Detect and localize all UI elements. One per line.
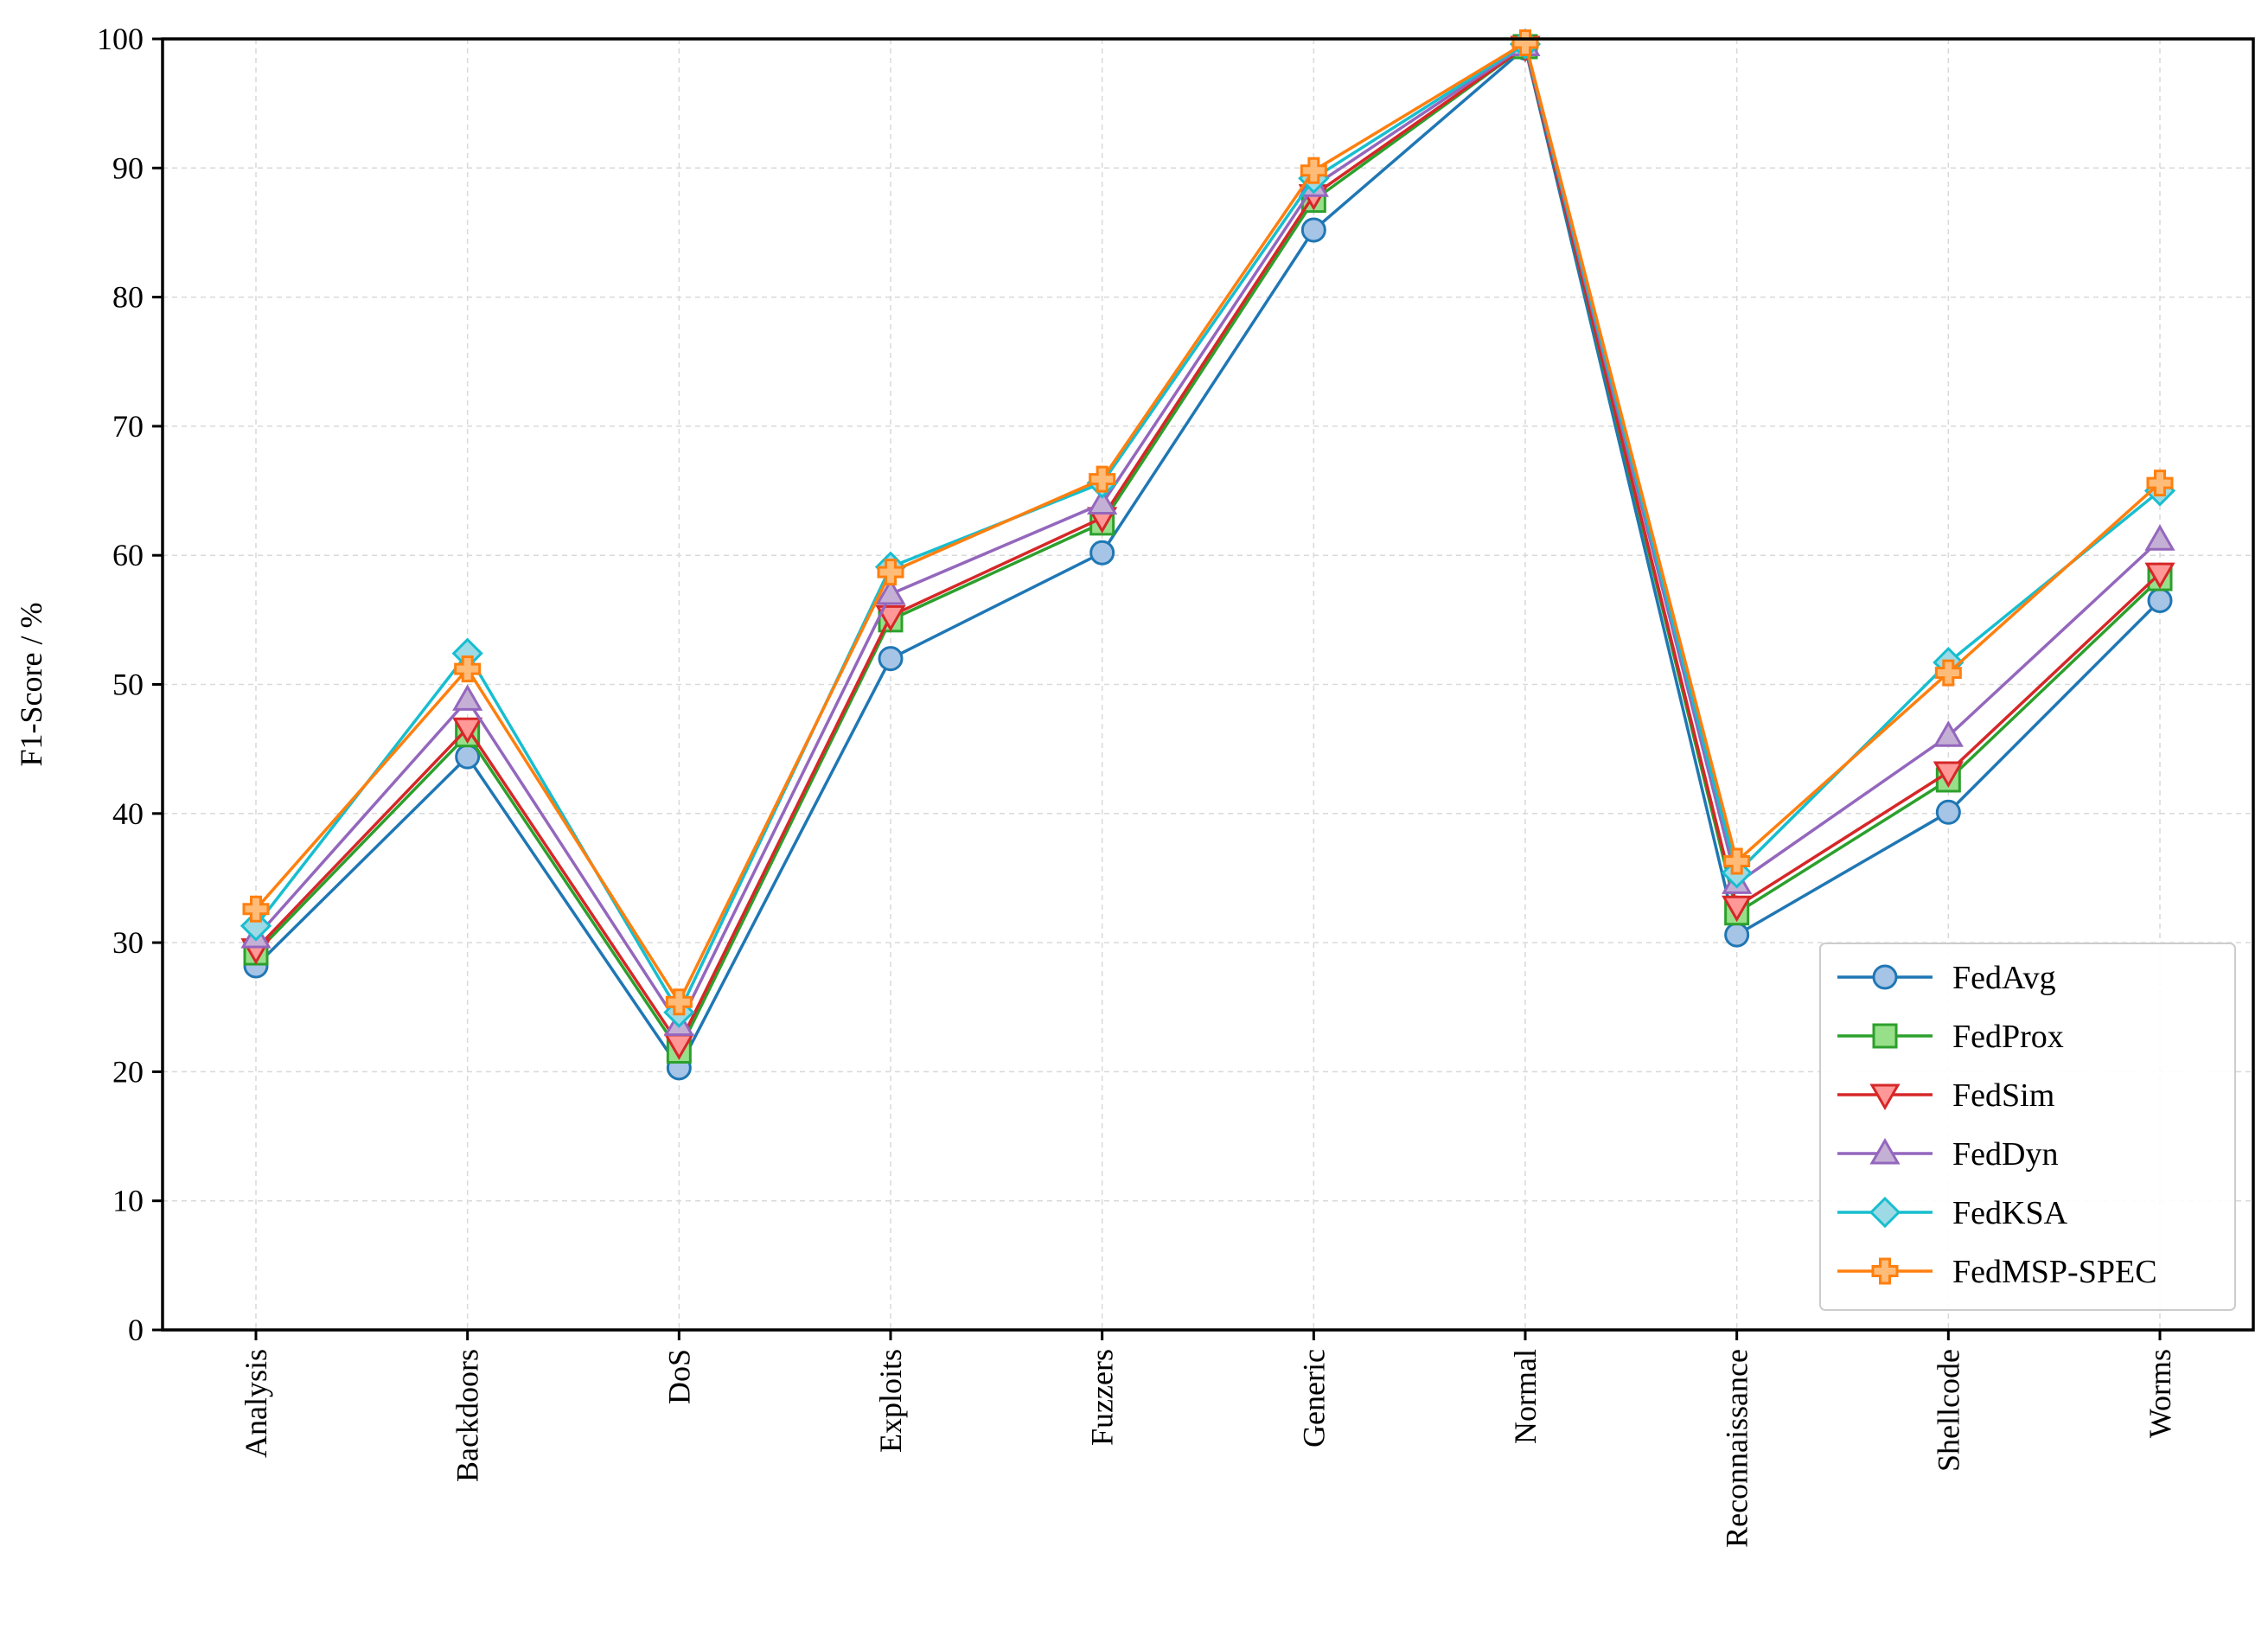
data-point-fedmsp-spec bbox=[1089, 465, 1116, 493]
x-tick-label: Fuzzers bbox=[1085, 1349, 1120, 1446]
data-point-fedsim bbox=[2144, 562, 2175, 590]
x-tick-label: Normal bbox=[1508, 1349, 1543, 1444]
data-point-fedsim bbox=[1722, 895, 1753, 923]
legend-item: FedDyn bbox=[1837, 1136, 2058, 1173]
y-axis-title: F1-Score / % bbox=[14, 603, 48, 767]
series-line-feddyn bbox=[254, 43, 2162, 1027]
data-point-fedavg bbox=[878, 646, 904, 672]
legend-marker bbox=[1869, 1137, 1901, 1165]
legend-marker bbox=[1869, 1083, 1901, 1111]
series-line-fedmsp-spec bbox=[254, 41, 2162, 1004]
legend-label: FedAvg bbox=[1952, 960, 2056, 996]
data-point-feddyn bbox=[1087, 488, 1118, 515]
data-point-fedmsp-spec bbox=[1723, 847, 1751, 875]
y-tick-label: 90 bbox=[112, 150, 144, 185]
y-tick-label: 50 bbox=[112, 668, 144, 702]
data-point-fedmsp-spec bbox=[242, 895, 270, 923]
data-point-fedsim bbox=[875, 604, 906, 632]
y-tick-label: 10 bbox=[112, 1184, 144, 1218]
y-tick-label: 100 bbox=[97, 22, 144, 56]
data-point-fedsim bbox=[452, 717, 483, 745]
y-tick-label: 80 bbox=[112, 280, 144, 315]
legend-item: FedProx bbox=[1837, 1019, 2064, 1055]
data-point-fedksa bbox=[240, 910, 272, 942]
legend-label: FedMSP-SPEC bbox=[1952, 1254, 2157, 1290]
data-point-fedmsp-spec bbox=[1934, 659, 1962, 687]
series-line-fedprox bbox=[254, 45, 2162, 1053]
series-line-fedavg bbox=[254, 46, 2162, 1070]
legend-item: FedAvg bbox=[1837, 960, 2056, 996]
legend-marker bbox=[1872, 1023, 1898, 1049]
legend-label: FedDyn bbox=[1952, 1136, 2058, 1173]
data-point-feddyn bbox=[2144, 524, 2175, 551]
x-tick-label: Shellcode bbox=[1931, 1349, 1965, 1472]
data-point-fedavg bbox=[1089, 540, 1115, 566]
y-tick-label: 30 bbox=[112, 925, 144, 960]
y-tick-label: 40 bbox=[112, 796, 144, 831]
series-line-fedsim bbox=[254, 45, 2162, 1046]
data-point-fedmsp-spec bbox=[454, 655, 482, 683]
legend-marker bbox=[1872, 964, 1898, 990]
y-tick-label: 20 bbox=[112, 1054, 144, 1089]
data-point-fedmsp-spec bbox=[665, 988, 693, 1016]
x-tick-label: DoS bbox=[661, 1349, 696, 1404]
data-point-fedavg bbox=[2147, 587, 2173, 613]
x-axis: Analysis Backdoors DoS Exploits Fuzzers Gener… bbox=[239, 1330, 2177, 1548]
y-tick-label: 60 bbox=[112, 538, 144, 572]
series-fedksa bbox=[240, 28, 2176, 1028]
y-axis: 0 10 20 30 40 50 60 70 80 90 100 bbox=[97, 22, 163, 1347]
legend-marker bbox=[1869, 1196, 1901, 1229]
x-tick-label: Exploits bbox=[873, 1349, 908, 1453]
x-tick-label: Worms bbox=[2143, 1349, 2177, 1438]
series-fedsim bbox=[240, 35, 2175, 1061]
data-point-fedavg bbox=[1935, 799, 1961, 825]
data-point-fedmsp-spec bbox=[877, 559, 904, 586]
data-point-feddyn bbox=[875, 578, 906, 605]
x-tick-label: Analysis bbox=[239, 1349, 273, 1458]
x-tick-label: Reconnaissance bbox=[1720, 1349, 1754, 1548]
series-fedprox bbox=[243, 34, 2173, 1064]
data-point-fedavg bbox=[1300, 217, 1326, 243]
legend-item: FedKSA bbox=[1837, 1195, 2068, 1231]
legend-marker bbox=[1871, 1257, 1899, 1285]
series-feddyn bbox=[240, 29, 2175, 1037]
data-point-fedsim bbox=[1933, 761, 1964, 789]
legend-label: FedSim bbox=[1952, 1077, 2054, 1114]
y-tick-label: 0 bbox=[128, 1313, 144, 1347]
plot-frame bbox=[161, 37, 2255, 1332]
legend-label: FedKSA bbox=[1952, 1195, 2068, 1231]
data-point-fedmsp-spec bbox=[1300, 157, 1327, 184]
legend-label: FedProx bbox=[1952, 1019, 2064, 1055]
data-point-feddyn bbox=[452, 684, 483, 711]
y-tick-label: 70 bbox=[112, 409, 144, 444]
series-fedmsp-spec bbox=[242, 29, 2174, 1016]
legend-item: FedMSP-SPEC bbox=[1837, 1254, 2157, 1290]
series-fedavg bbox=[243, 35, 2173, 1081]
x-tick-label: Generic bbox=[1296, 1349, 1331, 1448]
legend: FedAvg FedProx FedSim FedDyn FedKSA FedMSP-SP… bbox=[1819, 943, 2236, 1311]
series-layer bbox=[240, 28, 2176, 1081]
x-tick-label: Backdoors bbox=[450, 1349, 485, 1482]
data-point-fedavg bbox=[1724, 922, 1750, 948]
data-point-feddyn bbox=[1933, 720, 1964, 747]
data-point-fedmsp-spec bbox=[2146, 470, 2174, 497]
legend-item: FedSim bbox=[1837, 1077, 2054, 1114]
